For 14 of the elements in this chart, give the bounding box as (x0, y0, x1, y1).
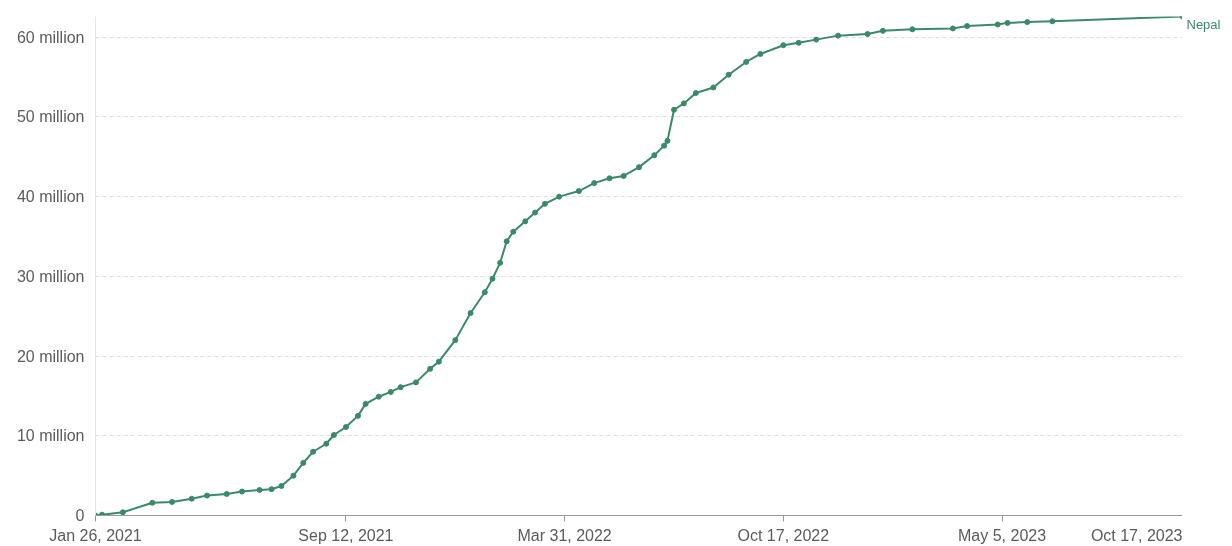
x-tick-label: Jan 26, 2021 (49, 526, 142, 544)
series-label: Nepal (1186, 16, 1221, 32)
x-tick-label: Sep 12, 2021 (298, 526, 394, 544)
x-tick-label: Oct 17, 2023 (1090, 526, 1183, 544)
y-tick-label: 20 million (16, 347, 85, 365)
x-tick-label: Oct 17, 2022 (737, 526, 830, 544)
y-tick-label: 50 million (16, 108, 85, 126)
y-tick-label: 0 (75, 507, 85, 524)
y-tick-label: 10 million (16, 427, 85, 445)
y-tick-label: 60 million (16, 28, 85, 46)
x-tick-label: May 5, 2023 (958, 526, 1047, 544)
y-tick-label: 40 million (16, 188, 85, 206)
y-tick-label: 30 million (16, 267, 85, 285)
x-tick-label: Mar 31, 2022 (517, 526, 612, 544)
